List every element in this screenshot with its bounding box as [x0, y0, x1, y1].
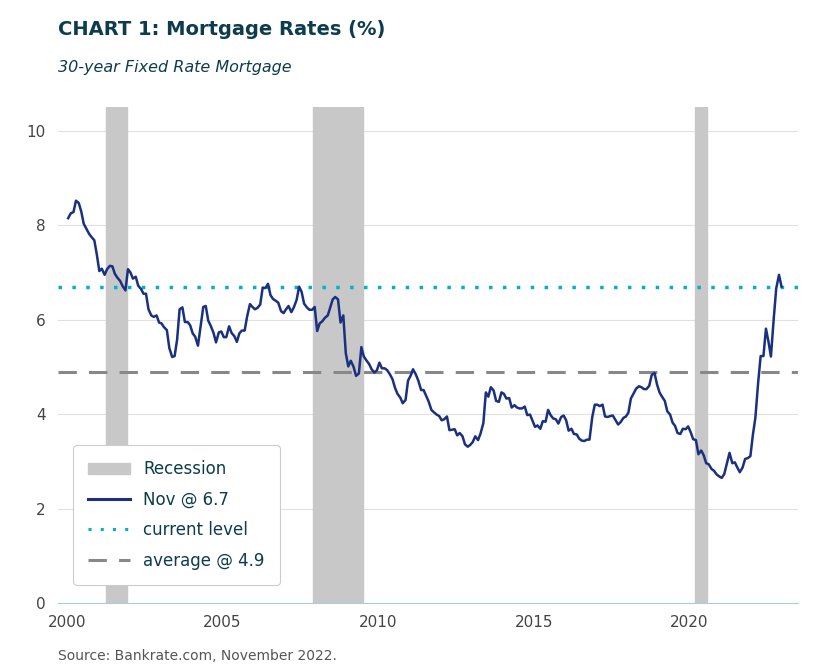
Legend: Recession, Nov @ 6.7, current level, average @ 4.9: Recession, Nov @ 6.7, current level, ave…	[73, 446, 280, 585]
Bar	[314, 107, 363, 603]
Text: CHART 1: Mortgage Rates (%): CHART 1: Mortgage Rates (%)	[58, 20, 385, 39]
Bar	[695, 107, 708, 603]
Bar	[106, 107, 127, 603]
Text: 30-year Fixed Rate Mortgage: 30-year Fixed Rate Mortgage	[58, 60, 291, 75]
Text: Source: Bankrate.com, November 2022.: Source: Bankrate.com, November 2022.	[58, 649, 337, 663]
